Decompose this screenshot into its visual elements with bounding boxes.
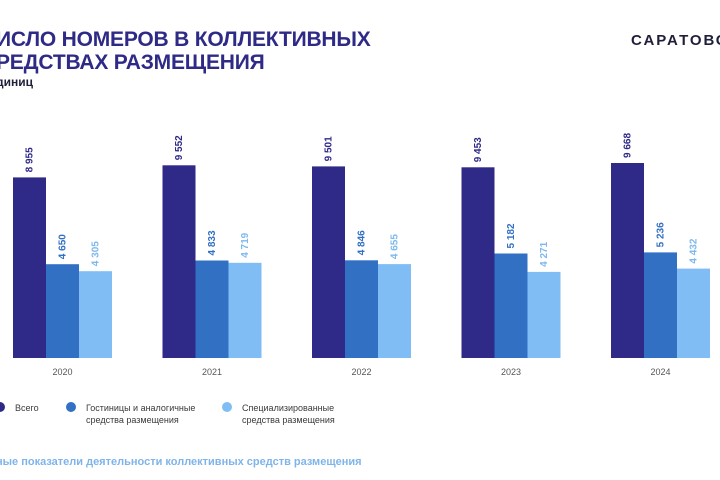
value-label-2022-specialized: 4 655 (390, 234, 401, 259)
x-tick-2021: 2021 (202, 367, 222, 377)
value-label-2023-hotels: 5 182 (506, 223, 517, 248)
bar-2020-specialized (79, 271, 112, 358)
bar-2024-total (611, 163, 644, 358)
value-label-2021-hotels: 4 833 (207, 230, 218, 255)
legend-item-hotels: Гостиницы и аналогичные средства размеще… (66, 402, 195, 426)
value-label-2024-specialized: 4 432 (689, 238, 700, 263)
bar-2023-total (461, 167, 495, 358)
bar-2024-specialized (677, 268, 710, 358)
value-label-2023-specialized: 4 271 (539, 241, 550, 266)
chart-title-line-1: ИСЛО НОМЕРОВ В КОЛЛЕКТИВНЫХ (0, 28, 371, 51)
bar-2024-hotels (644, 252, 677, 358)
value-label-2024-hotels: 5 236 (656, 222, 667, 247)
legend-label-specialized: Специализированные средства размещения (242, 403, 335, 425)
bar-2020-hotels (46, 264, 79, 358)
value-label-2020-total: 8 955 (25, 147, 36, 172)
bar-2023-hotels (494, 253, 528, 358)
value-label-2023-total: 9 453 (473, 137, 484, 162)
value-label-2020-hotels: 4 650 (58, 234, 69, 259)
bar-2023-specialized (527, 271, 561, 358)
chart-title: ИСЛО НОМЕРОВ В КОЛЛЕКТИВНЫХ РЕДСТВАХ РАЗ… (0, 28, 371, 74)
chart-title-line-2: РЕДСТВАХ РАЗМЕЩЕНИЯ (0, 51, 265, 74)
value-label-2021-total: 9 552 (174, 135, 185, 160)
bar-2021-total (162, 165, 196, 358)
value-label-2024-total: 9 668 (623, 133, 634, 158)
brand-logo-text: САРАТОВС (631, 32, 720, 49)
value-label-2021-specialized: 4 719 (240, 232, 251, 257)
x-tick-2020: 2020 (52, 367, 72, 377)
bars-group (13, 163, 710, 358)
value-label-2020-specialized: 4 305 (91, 241, 102, 266)
bar-2021-hotels (195, 260, 229, 358)
legend-label-hotels: Гостиницы и аналогичные средства размеще… (86, 403, 196, 425)
unit-label: диниц (0, 75, 33, 89)
x-tick-2022: 2022 (351, 367, 371, 377)
bar-2021-specialized (228, 262, 262, 358)
value-label-2022-hotels: 4 846 (357, 230, 368, 255)
bar-2022-hotels (345, 260, 378, 358)
bar-2022-total (312, 166, 345, 358)
bar-2022-specialized (378, 264, 411, 358)
legend-item-specialized: Специализированные средства размещения (222, 402, 335, 426)
legend-label-total: Всего (15, 403, 39, 413)
legend-item-total: Всего (0, 402, 39, 414)
x-tick-2023: 2023 (501, 367, 521, 377)
legend-swatch-total (0, 402, 5, 412)
value-label-2022-total: 9 501 (324, 136, 335, 161)
x-tick-2024: 2024 (650, 367, 670, 377)
value-labels-group: 8 955 4 650 4 305 9 552 4 833 4 719 9 501 4 846… (25, 133, 700, 267)
legend-swatch-specialized (222, 402, 232, 412)
x-axis-ticks: 2020 2021 2022 2023 2024 (52, 367, 670, 377)
bar-chart: 8 955 4 650 4 305 9 552 4 833 4 719 9 501 4 846… (13, 133, 710, 377)
legend-swatch-hotels (66, 402, 76, 412)
bar-2020-total (13, 177, 46, 358)
footer-link-text: ные показатели деятельности коллективных… (0, 456, 362, 468)
